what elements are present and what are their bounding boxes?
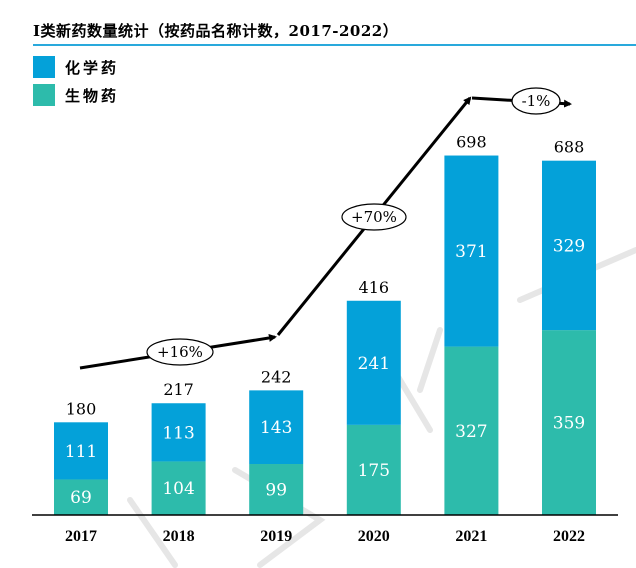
bar-value-label: 175: [358, 461, 390, 481]
title-underline: [33, 44, 636, 46]
bar-value-label: 359: [553, 414, 585, 434]
growth-annotations: +16% +70% -1%: [79, 87, 572, 370]
growth-badge-3: [511, 87, 561, 115]
bar-biological-2022: [542, 330, 596, 515]
legend-item-chemical: 化学药: [33, 56, 119, 78]
bar-value-label: 111: [65, 442, 97, 462]
bar-value-label: 241: [358, 354, 390, 374]
legend-swatch-chemical: [33, 56, 55, 78]
bar-value-label: 329: [553, 236, 585, 256]
bar-biological-2017: [54, 479, 108, 515]
total-label-2019: 242: [261, 367, 292, 386]
legend-item-biological: 生物药: [33, 84, 119, 106]
legend-label-chemical: 化学药: [65, 58, 120, 77]
bar-biological-2021: [444, 346, 499, 515]
bar-value-label: 143: [260, 418, 292, 438]
legend-swatch-biological: [33, 84, 55, 106]
bar-value-label: 113: [162, 423, 194, 443]
x-tick-label-2020: 2020: [358, 528, 390, 545]
growth-badge-2: [341, 203, 407, 231]
x-tick-label-2019: 2019: [260, 528, 292, 545]
bar-biological-2020: [346, 424, 401, 515]
bars-group: 69 111 180 104 113 217 99 143 242 175 241 416 327 371…: [54, 133, 596, 515]
chart-title: I类新药数量统计（按药品名称计数，2017-2022）: [33, 22, 399, 40]
growth-label-1: +16%: [157, 343, 203, 361]
total-label-2021: 698: [456, 133, 487, 152]
x-axis-ticks: 2017 2018 2019 2020 2021 2022: [65, 528, 585, 545]
growth-label-2: +70%: [351, 208, 397, 226]
bar-chemical-2022: [542, 160, 596, 331]
bar-value-label: 104: [162, 479, 194, 499]
growth-label-3: -1%: [522, 92, 551, 110]
bar-value-label: 327: [455, 422, 487, 442]
bar-value-label: 69: [70, 488, 92, 508]
bar-value-label: 99: [265, 481, 287, 501]
total-label-2018: 217: [163, 380, 194, 399]
bar-chemical-2018: [151, 403, 206, 462]
bar-biological-2019: [249, 464, 304, 515]
x-tick-label-2022: 2022: [553, 528, 585, 545]
x-tick-label-2021: 2021: [455, 528, 487, 545]
bar-chemical-2020: [346, 300, 401, 425]
bar-chemical-2021: [444, 155, 499, 347]
total-label-2020: 416: [359, 278, 390, 297]
x-tick-label-2018: 2018: [163, 528, 195, 545]
bar-chemical-2019: [249, 390, 304, 465]
total-label-2022: 688: [554, 138, 585, 157]
bar-chemical-2017: [54, 422, 108, 480]
growth-badge-1: [146, 338, 214, 366]
legend-label-biological: 生物药: [65, 86, 120, 105]
bar-value-label: 371: [455, 242, 487, 262]
x-tick-label-2017: 2017: [65, 528, 97, 545]
bar-biological-2018: [151, 461, 206, 515]
total-label-2017: 180: [66, 399, 97, 418]
